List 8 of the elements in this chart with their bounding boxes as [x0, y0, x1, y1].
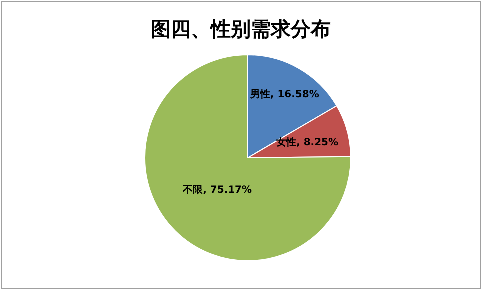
- data-label: , 16.58%: [270, 90, 320, 101]
- slice-label: 男性: [249, 88, 270, 101]
- data-label: , 8.25%: [296, 138, 339, 149]
- chart-title: 图四、性别需求分布: [151, 17, 331, 41]
- slice-label: 不限: [182, 184, 204, 196]
- pie-slice: [144, 54, 352, 262]
- slice-label: 女性: [276, 136, 297, 149]
- data-label: , 75.17%: [203, 184, 252, 196]
